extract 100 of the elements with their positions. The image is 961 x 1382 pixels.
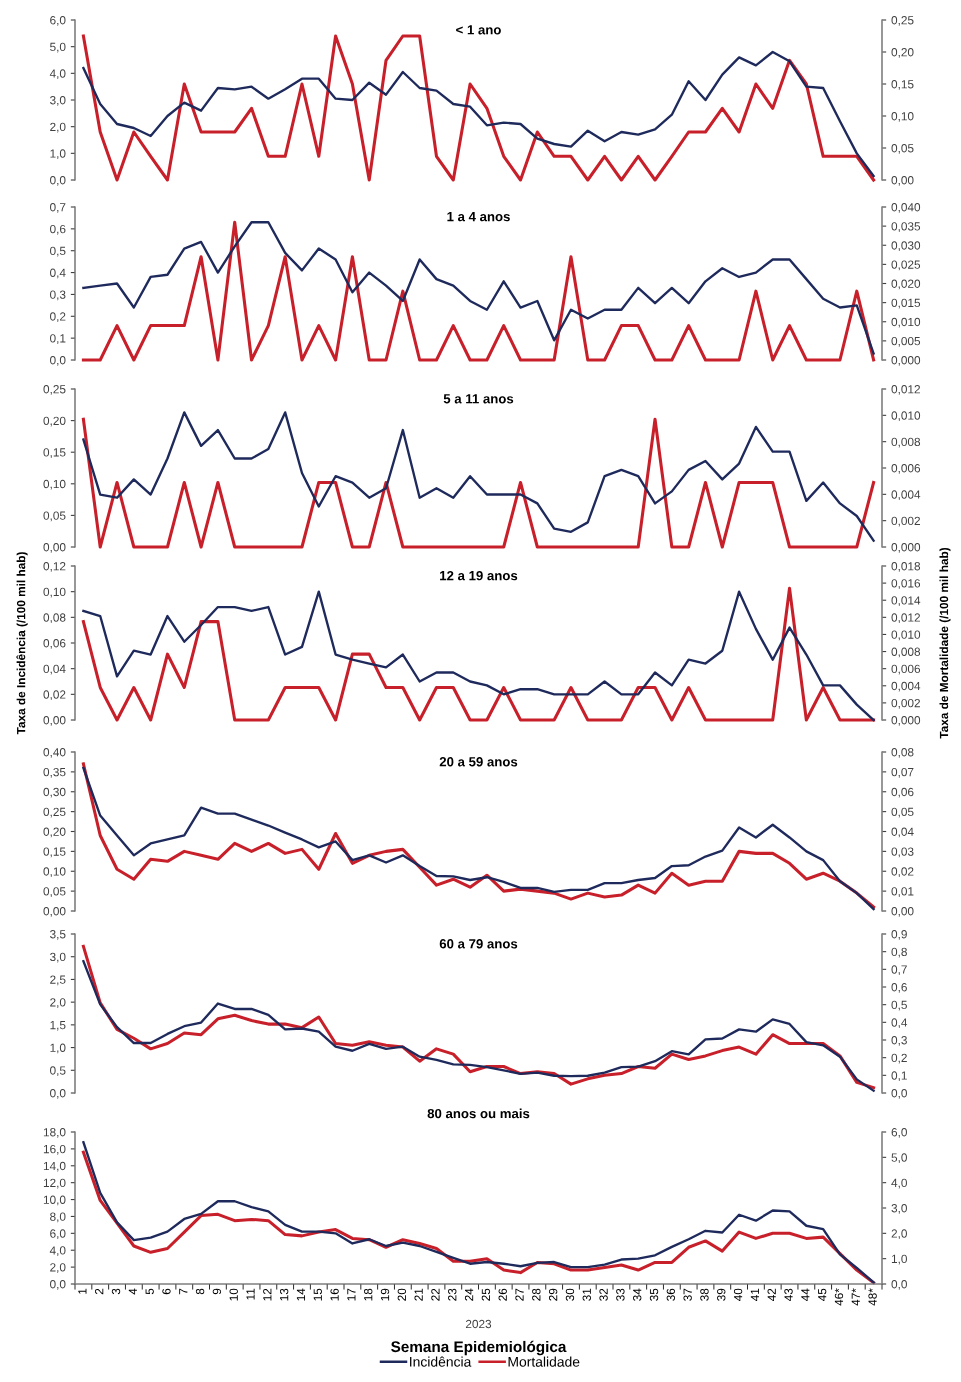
y-tick-label: 12,0 [43,1178,66,1189]
chart-title: 12 a 19 anos [440,570,518,581]
y-tick-label: 5,0 [50,42,66,53]
x-tick-label: 11 [246,1288,255,1300]
y-tick-label: 16,0 [43,1144,66,1155]
x-tick-label: 39 [717,1288,726,1301]
y2-tick-label: 0,2 [891,1053,907,1064]
x-tick-label: 41 [750,1288,759,1302]
y-tick-label: 0,15 [43,847,66,858]
x-tick-label: 46* [834,1288,844,1306]
chart-title: 20 a 59 anos [439,757,518,767]
x-tick-label: 24 [464,1288,474,1301]
y-tick-label: 0,08 [43,613,66,624]
x-tick-label: 36 [666,1288,676,1301]
y2-tick-label: 3,0 [891,1204,907,1214]
y-tick-label: 8,0 [50,1212,66,1223]
y2-tick-label: 0,1 [891,1071,907,1082]
y-tick-label: 0,06 [43,639,66,649]
y-tick-label: 0,02 [43,690,66,701]
x-tick-label: 22 [431,1288,440,1301]
y2-tick-label: 0,020 [891,279,921,290]
x-tick-label: 2 [95,1288,104,1295]
y-axis-title: Taxa de Incidência (/100 mil hab) [16,552,28,735]
y-tick-label: 0,00 [43,907,66,917]
y2-tick-label: 0,20 [891,48,914,58]
y2-tick-label: 0,015 [891,298,921,309]
x-tick-label: 19 [380,1288,390,1301]
y2-tick-label: 0,004 [891,681,921,692]
y2-tick-label: 0,012 [891,613,920,624]
x-tick-label: 40 [733,1288,743,1302]
y2-tick-label: 0,0 [891,1280,907,1290]
x-tick-label: 8 [195,1288,205,1295]
x-tick-label: 10 [229,1288,238,1301]
x-tick-label: 16 [330,1288,339,1301]
y2-tick-label: 0,016 [891,579,921,589]
y2-tick-label: 0,9 [891,930,907,940]
y2-tick-label: 0,006 [891,664,921,675]
y2-tick-label: 0,000 [891,716,921,726]
x-tick-label: 35 [649,1288,659,1301]
y2-tick-label: 0,7 [891,965,907,976]
y-tick-label: 2,0 [50,122,66,133]
y2-tick-label: 0,008 [891,647,921,658]
y-tick-label: 1,0 [50,149,66,160]
legend-label: Incidência [410,1356,472,1367]
x-tick-label: 45 [818,1288,827,1302]
chart-title: 80 anos ou mais [427,1108,530,1119]
y2-tick-label: 0,08 [891,748,914,758]
y2-tick-label: 0,002 [891,698,920,709]
y2-tick-label: 0,05 [891,807,914,818]
y-tick-label: 0,1 [50,334,66,344]
x-tick-label: 3 [111,1288,121,1295]
y2-tick-label: 0,04 [891,827,914,838]
y2-tick-label: 0,012 [891,385,920,395]
y-tick-label: 0,3 [50,290,66,301]
y-tick-label: 0,05 [43,887,66,897]
y-tick-label: 3,0 [50,96,66,106]
y2-tick-label: 0,07 [891,767,914,778]
y2-tick-label: 0,4 [891,1018,908,1029]
y2-tick-label: 0,002 [891,516,920,527]
x-tick-label: 44 [801,1288,810,1302]
y2-tick-label: 0,00 [891,907,914,917]
y-tick-label: 3,5 [50,930,66,940]
x-tick-label: 13 [279,1288,289,1301]
y-tick-label: 18,0 [43,1128,66,1138]
y2-tick-label: 0,000 [891,543,921,553]
y2-tick-label: 0,030 [891,241,921,252]
x-tick-label: 1 [78,1288,87,1294]
y2-tick-label: 0,00 [891,176,914,186]
y-tick-label: 0,2 [50,312,66,323]
y-tick-label: 0,05 [43,511,66,522]
y-tick-label: 4,0 [49,69,66,80]
y2-tick-label: 0,005 [891,336,921,347]
x-tick-label: 17 [347,1288,356,1301]
y-tick-label: 2,0 [50,998,66,1008]
y-tick-label: 1,5 [50,1021,66,1031]
y2-tick-label: 0,035 [891,222,921,232]
x-tick-label: 38 [700,1288,709,1301]
y-tick-label: 0,25 [43,807,66,818]
y2-tick-label: 0,014 [891,596,921,607]
y2-tick-label: 0,06 [891,787,914,798]
y-tick-label: 0,0 [50,176,66,186]
y2-tick-label: 0,15 [891,80,914,90]
x-tick-label: 29 [548,1288,558,1301]
x-tick-label: 20 [397,1288,407,1301]
y2-tick-label: 0,01 [891,887,914,897]
y2-tick-label: 4,0 [891,1178,907,1189]
x-tick-label: 48* [868,1288,877,1306]
y2-tick-label: 0,008 [891,437,921,448]
chart-title: 60 a 79 anos [439,939,518,949]
y2-axis-title: Taxa de Mortalidade (/100 mil hab) [939,547,951,739]
y2-tick-label: 0,000 [891,356,921,366]
y-tick-label: 0,5 [50,1066,66,1077]
y-tick-label: 0,15 [43,448,66,458]
x-tick-label: 25 [481,1288,491,1301]
y-tick-label: 0,0 [50,1280,66,1290]
y2-tick-label: 0,02 [891,867,914,878]
y2-tick-label: 0,25 [891,16,914,26]
y2-tick-label: 0,025 [891,260,921,271]
y2-tick-label: 5,0 [891,1153,907,1164]
y-tick-label: 6,0 [50,1229,66,1240]
